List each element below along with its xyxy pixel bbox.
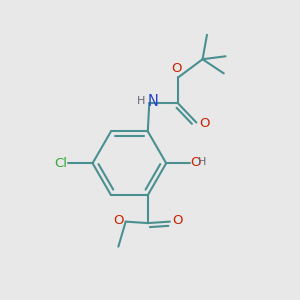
Text: H: H — [137, 96, 145, 106]
Text: O: O — [172, 214, 183, 227]
Text: O: O — [199, 117, 210, 130]
Text: O: O — [113, 214, 123, 227]
Text: O: O — [190, 156, 201, 169]
Text: Cl: Cl — [54, 157, 67, 170]
Text: O: O — [172, 62, 182, 75]
Text: H: H — [197, 158, 206, 167]
Text: N: N — [148, 94, 159, 110]
